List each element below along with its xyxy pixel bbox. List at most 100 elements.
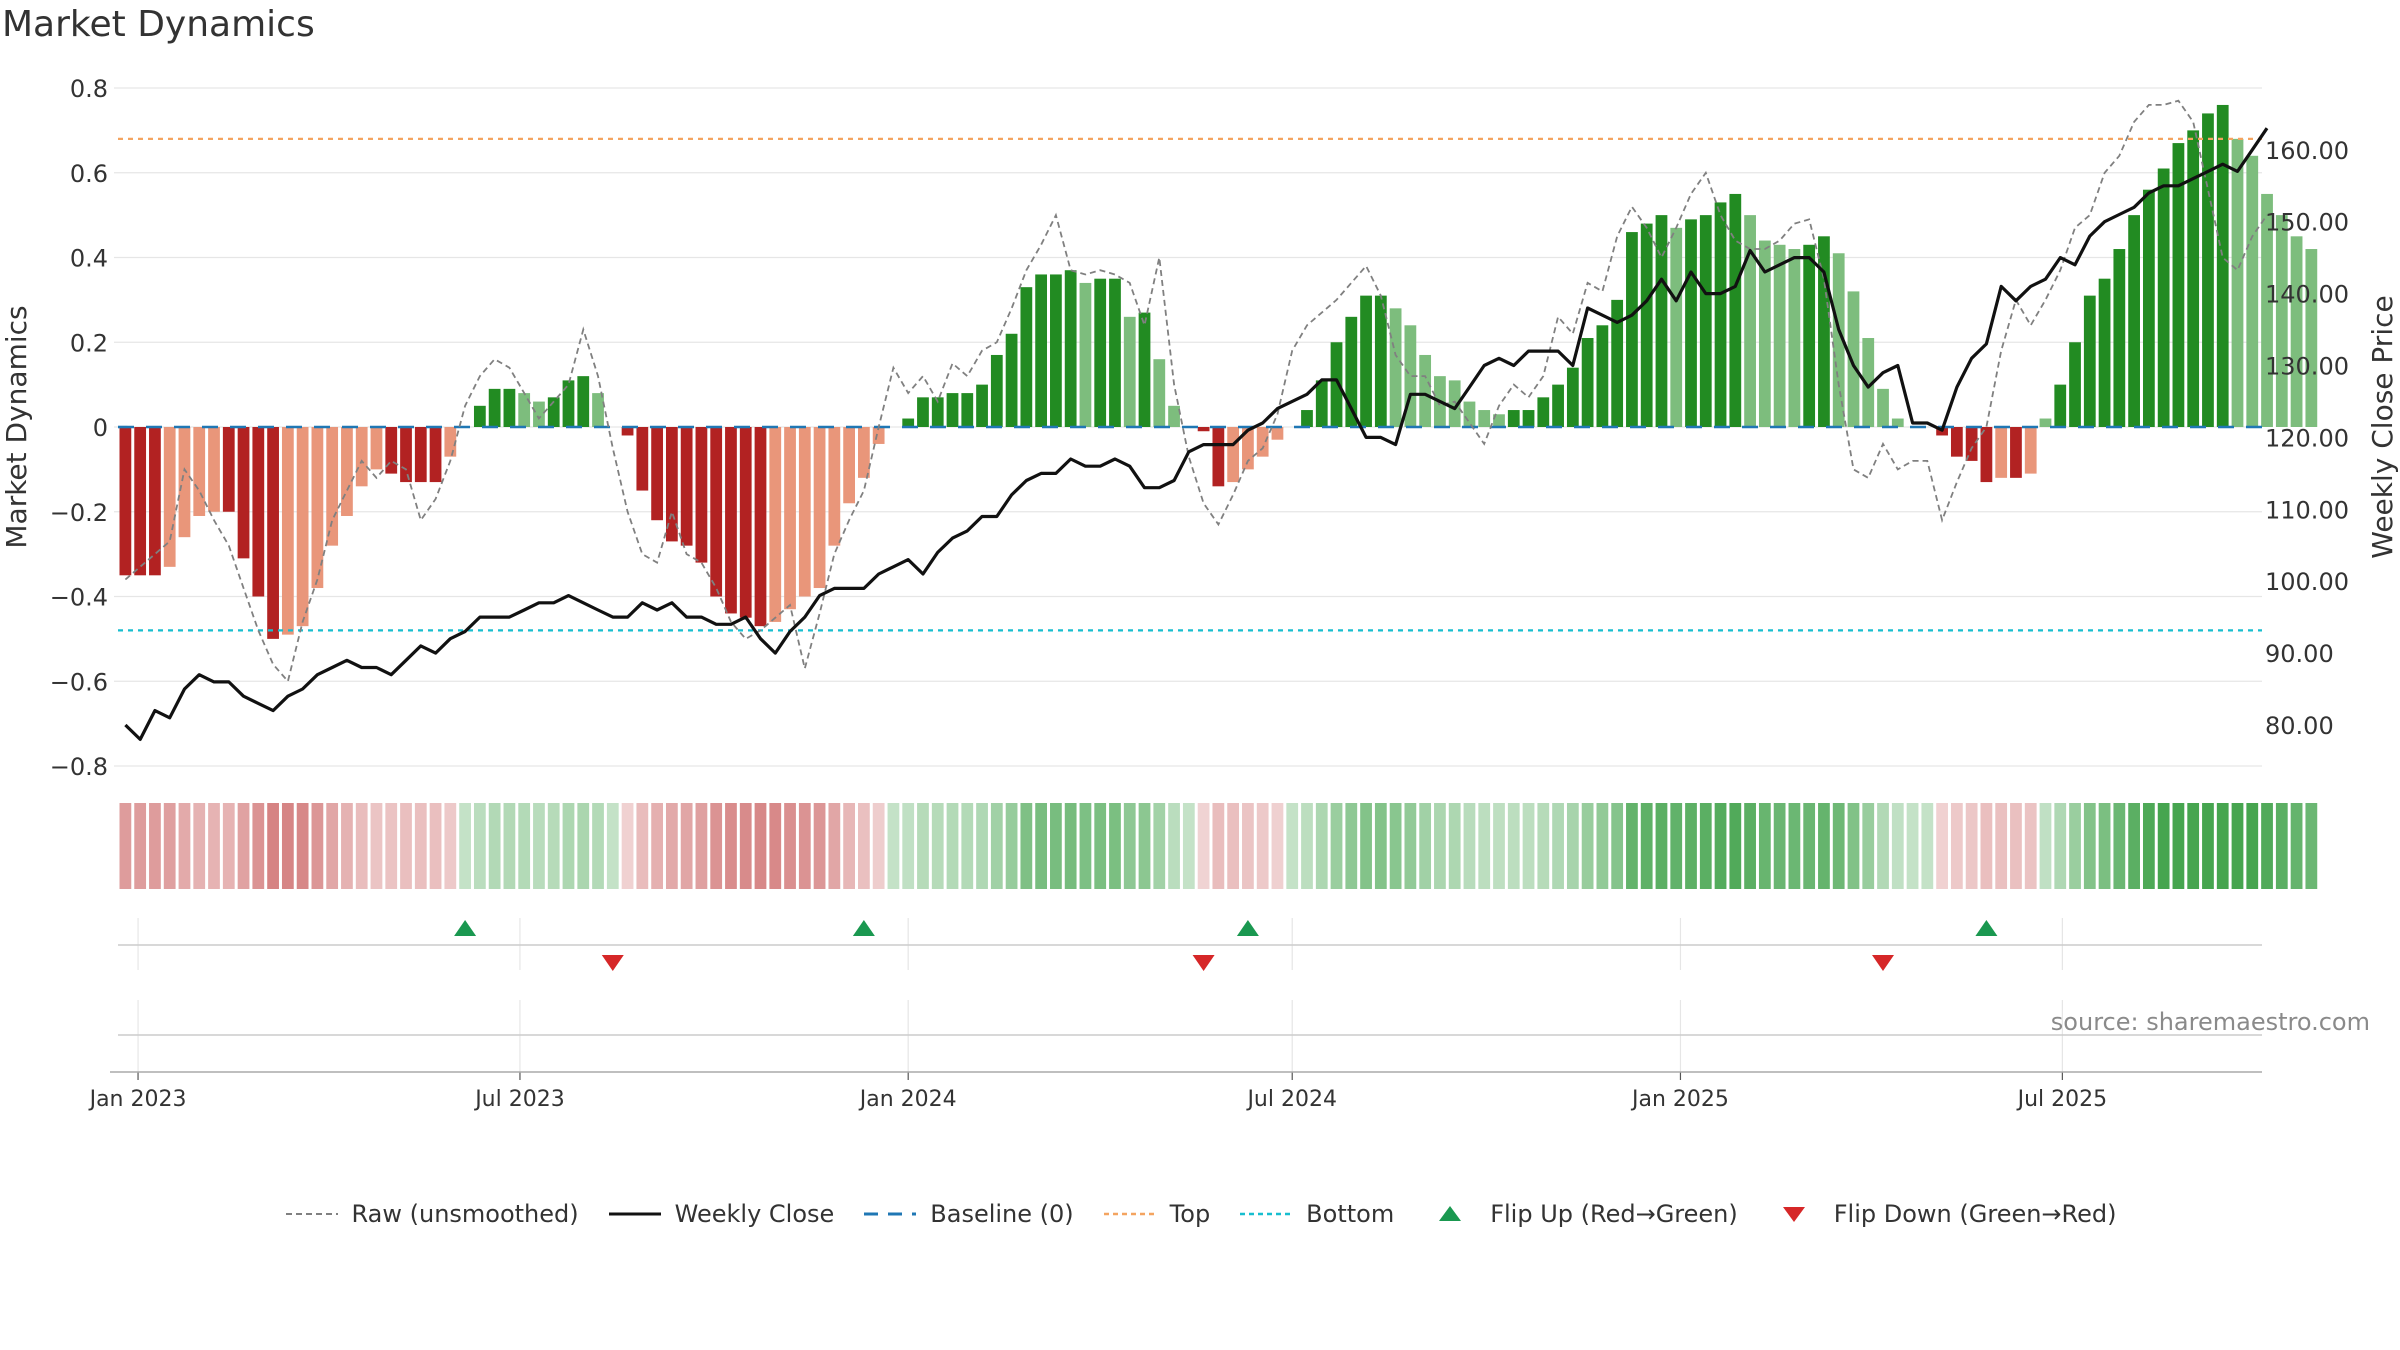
heat-strip-cell bbox=[1818, 803, 1830, 889]
heat-strip-cell bbox=[1847, 803, 1860, 889]
heat-strip-cell bbox=[1596, 803, 1609, 889]
histogram-bar bbox=[1611, 299, 1624, 427]
histogram-bar bbox=[237, 427, 250, 559]
heat-strip-cell bbox=[1552, 803, 1564, 889]
heat-strip-cell bbox=[1537, 803, 1550, 889]
histogram-bar bbox=[2202, 113, 2214, 428]
heat-strip-cell bbox=[1921, 803, 1934, 889]
baseline-legend-swatch bbox=[864, 1212, 917, 1216]
heat-strip-cell bbox=[577, 803, 590, 889]
y-left-tick-label: −0.8 bbox=[50, 753, 108, 781]
histogram-bar bbox=[1507, 410, 1520, 427]
heat-strip-cell bbox=[2069, 803, 2081, 889]
heat-strip-cell bbox=[2202, 803, 2214, 889]
heat-strip-cell bbox=[1906, 803, 1919, 889]
legend-label: Weekly Close bbox=[674, 1200, 835, 1228]
histogram-bar bbox=[1862, 338, 1875, 427]
heat-strip-cell bbox=[725, 803, 737, 889]
histogram-bar bbox=[208, 427, 220, 512]
heat-strip-cell bbox=[1005, 803, 1018, 889]
histogram-bar bbox=[163, 427, 176, 567]
y-left-tick-label: 0.6 bbox=[70, 160, 108, 188]
heat-strip-cell bbox=[902, 803, 915, 889]
heat-strip-cell bbox=[798, 803, 811, 889]
histogram-bar bbox=[1035, 274, 1048, 427]
heat-strip-cell bbox=[2024, 803, 2037, 889]
y-left-tick-label: −0.4 bbox=[50, 584, 108, 612]
heat-strip-cell bbox=[1064, 803, 1077, 889]
heat-strip-cell bbox=[1271, 803, 1284, 889]
heat-strip-cell bbox=[163, 803, 176, 889]
histogram-bar bbox=[651, 427, 663, 521]
histogram-bar bbox=[1670, 227, 1683, 427]
heat-strip-cell bbox=[1995, 803, 2008, 889]
heat-strip-cell bbox=[178, 803, 191, 889]
legend-label: Baseline (0) bbox=[930, 1200, 1074, 1228]
histogram-bar bbox=[252, 427, 265, 597]
heat-strip-cell bbox=[592, 803, 604, 889]
heat-strip-cell bbox=[651, 803, 663, 889]
histogram-bar bbox=[1020, 287, 1033, 427]
gridlines bbox=[114, 87, 2262, 1072]
histogram-bar bbox=[858, 427, 870, 478]
heat-strip-cell bbox=[872, 803, 885, 889]
legend-item-close: Weekly Close bbox=[607, 1200, 835, 1228]
heat-strip-cell bbox=[1773, 803, 1786, 889]
heat-strip-cell bbox=[2305, 803, 2318, 889]
histogram-bar bbox=[695, 427, 708, 563]
histogram-bar bbox=[326, 427, 339, 546]
heat-strip-cell bbox=[680, 803, 693, 889]
histogram-bar bbox=[1980, 427, 1993, 483]
heat-strip-cell bbox=[267, 803, 279, 889]
heat-strip-cell bbox=[931, 803, 944, 889]
heat-strip-cell bbox=[2142, 803, 2155, 889]
histogram-bar bbox=[1877, 388, 1889, 427]
histogram-bar bbox=[1315, 380, 1328, 427]
y-right-tick-label: 120.00 bbox=[2265, 424, 2349, 452]
heat-strip-cell bbox=[1315, 803, 1328, 889]
raw-legend-swatch bbox=[285, 1213, 338, 1215]
heat-strip-cell bbox=[237, 803, 250, 889]
heat-strip-cell bbox=[2054, 803, 2067, 889]
weekly-close-line bbox=[124, 127, 2269, 742]
histogram-bars bbox=[119, 104, 2318, 639]
histogram-bar bbox=[2039, 418, 2052, 427]
top-legend-swatch bbox=[1103, 1212, 1156, 1216]
heat-strip-cell bbox=[887, 803, 900, 889]
heat-strip-cell bbox=[149, 803, 161, 889]
heat-strip-cell bbox=[961, 803, 974, 889]
histogram-bar bbox=[134, 427, 147, 576]
heat-strip-cell bbox=[2172, 803, 2185, 889]
heat-strip-cell bbox=[636, 803, 649, 889]
histogram-bar bbox=[414, 427, 427, 483]
y-right-tick-label: 90.00 bbox=[2265, 640, 2334, 668]
heat-strip-cell bbox=[1965, 803, 1978, 889]
histogram-bar bbox=[784, 427, 796, 610]
histogram-bar bbox=[1552, 384, 1564, 427]
y-left-tick-label: 0.4 bbox=[70, 245, 108, 273]
heat-strip-cell bbox=[946, 803, 959, 889]
histogram-bar bbox=[902, 418, 915, 427]
x-tick-label: Jan 2023 bbox=[88, 1087, 187, 1112]
heat-strip-cell bbox=[1758, 803, 1771, 889]
heat-strip-cell bbox=[385, 803, 398, 889]
heat-strip-cell bbox=[784, 803, 796, 889]
heat-strip-cell bbox=[843, 803, 855, 889]
heat-strip-cell bbox=[562, 803, 575, 889]
histogram-bar bbox=[2172, 143, 2185, 427]
histogram-bar bbox=[281, 427, 294, 635]
flip-down-marker bbox=[601, 955, 624, 971]
heat-strip-cell bbox=[2010, 803, 2022, 889]
histogram-bar bbox=[2128, 215, 2140, 427]
heat-strip-cell bbox=[1685, 803, 1697, 889]
heat-strip-cell bbox=[1493, 803, 1505, 889]
histogram-bar bbox=[1596, 325, 1609, 427]
histogram-bar bbox=[917, 397, 929, 427]
close-legend-swatch bbox=[608, 1212, 661, 1216]
heat-strip-cell bbox=[400, 803, 412, 889]
heat-strip-cell bbox=[1788, 803, 1801, 889]
histogram-bar bbox=[1212, 427, 1225, 487]
histogram-bar bbox=[739, 427, 752, 618]
heat-strip-cell bbox=[1891, 803, 1904, 889]
heat-strip-cell bbox=[1227, 803, 1240, 889]
